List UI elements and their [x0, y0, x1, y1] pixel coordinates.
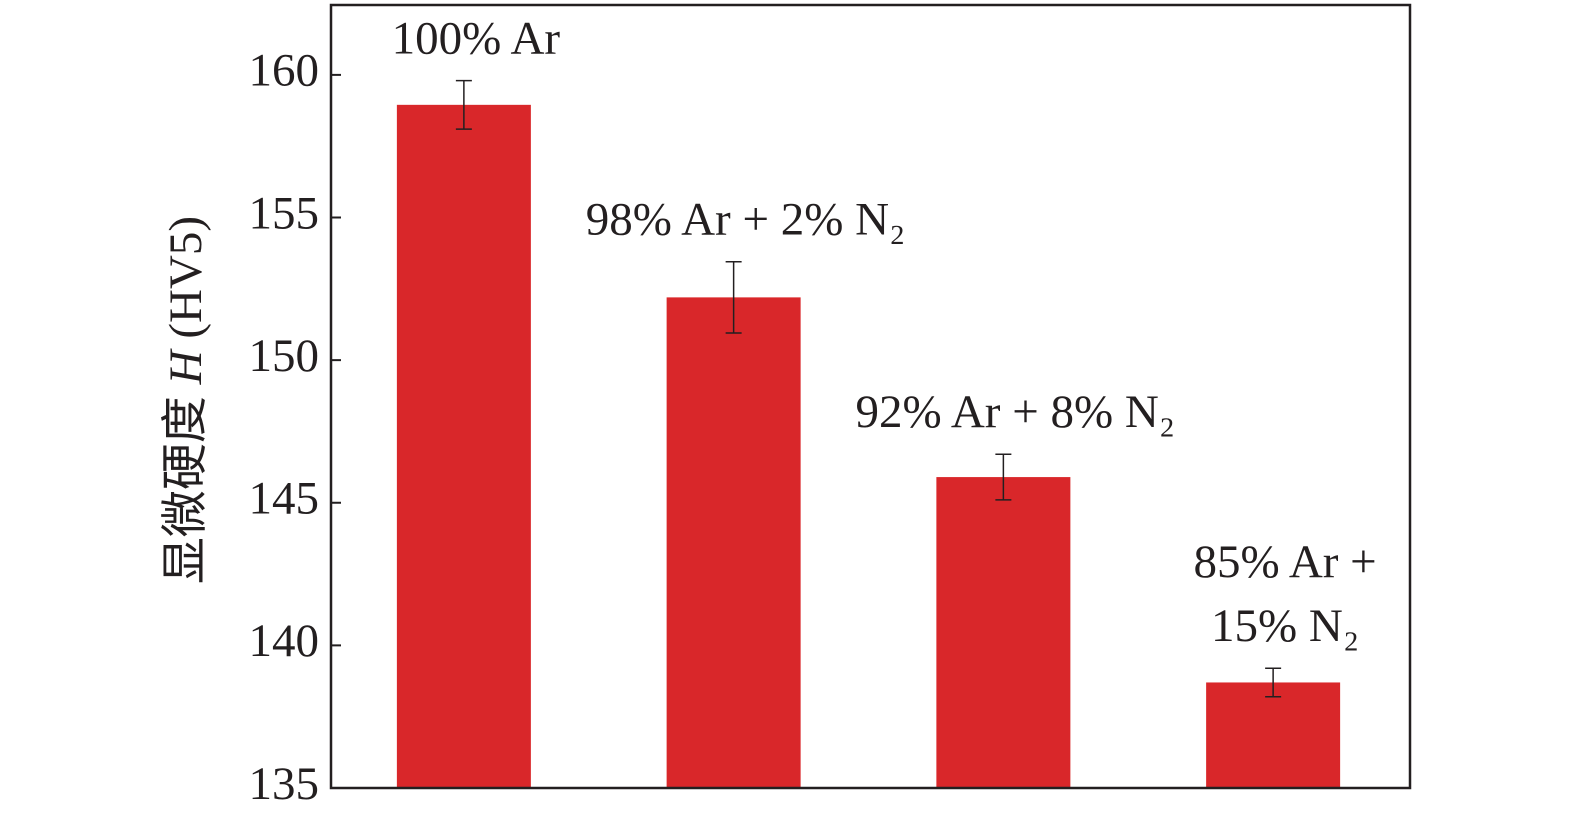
bar	[936, 477, 1071, 788]
y-axis-label: 显微硬度 H (HV5)	[160, 216, 212, 584]
bar	[396, 104, 531, 789]
y-axis-label-part: 显微硬度	[160, 384, 212, 584]
bar-label: 100% Ar	[392, 12, 561, 64]
bar-label: 15% N₂	[1211, 600, 1359, 652]
y-tick-label: 145	[249, 473, 320, 525]
y-tick-label: 140	[249, 615, 320, 667]
y-axis-label-part: (HV5)	[160, 216, 212, 350]
bar-label: 98% Ar + 2% N₂	[586, 194, 906, 246]
bar-label: 85% Ar +	[1194, 536, 1377, 588]
bar	[1206, 682, 1341, 788]
y-tick-label: 150	[249, 330, 320, 382]
bar	[666, 297, 801, 788]
y-axis-label-part: H	[160, 347, 212, 385]
y-tick-label: 155	[249, 187, 320, 239]
y-tick-label: 160	[249, 45, 320, 97]
bar-label: 92% Ar + 8% N₂	[856, 386, 1176, 438]
y-tick-label: 135	[249, 758, 320, 810]
plot-frame	[329, 3, 1412, 790]
